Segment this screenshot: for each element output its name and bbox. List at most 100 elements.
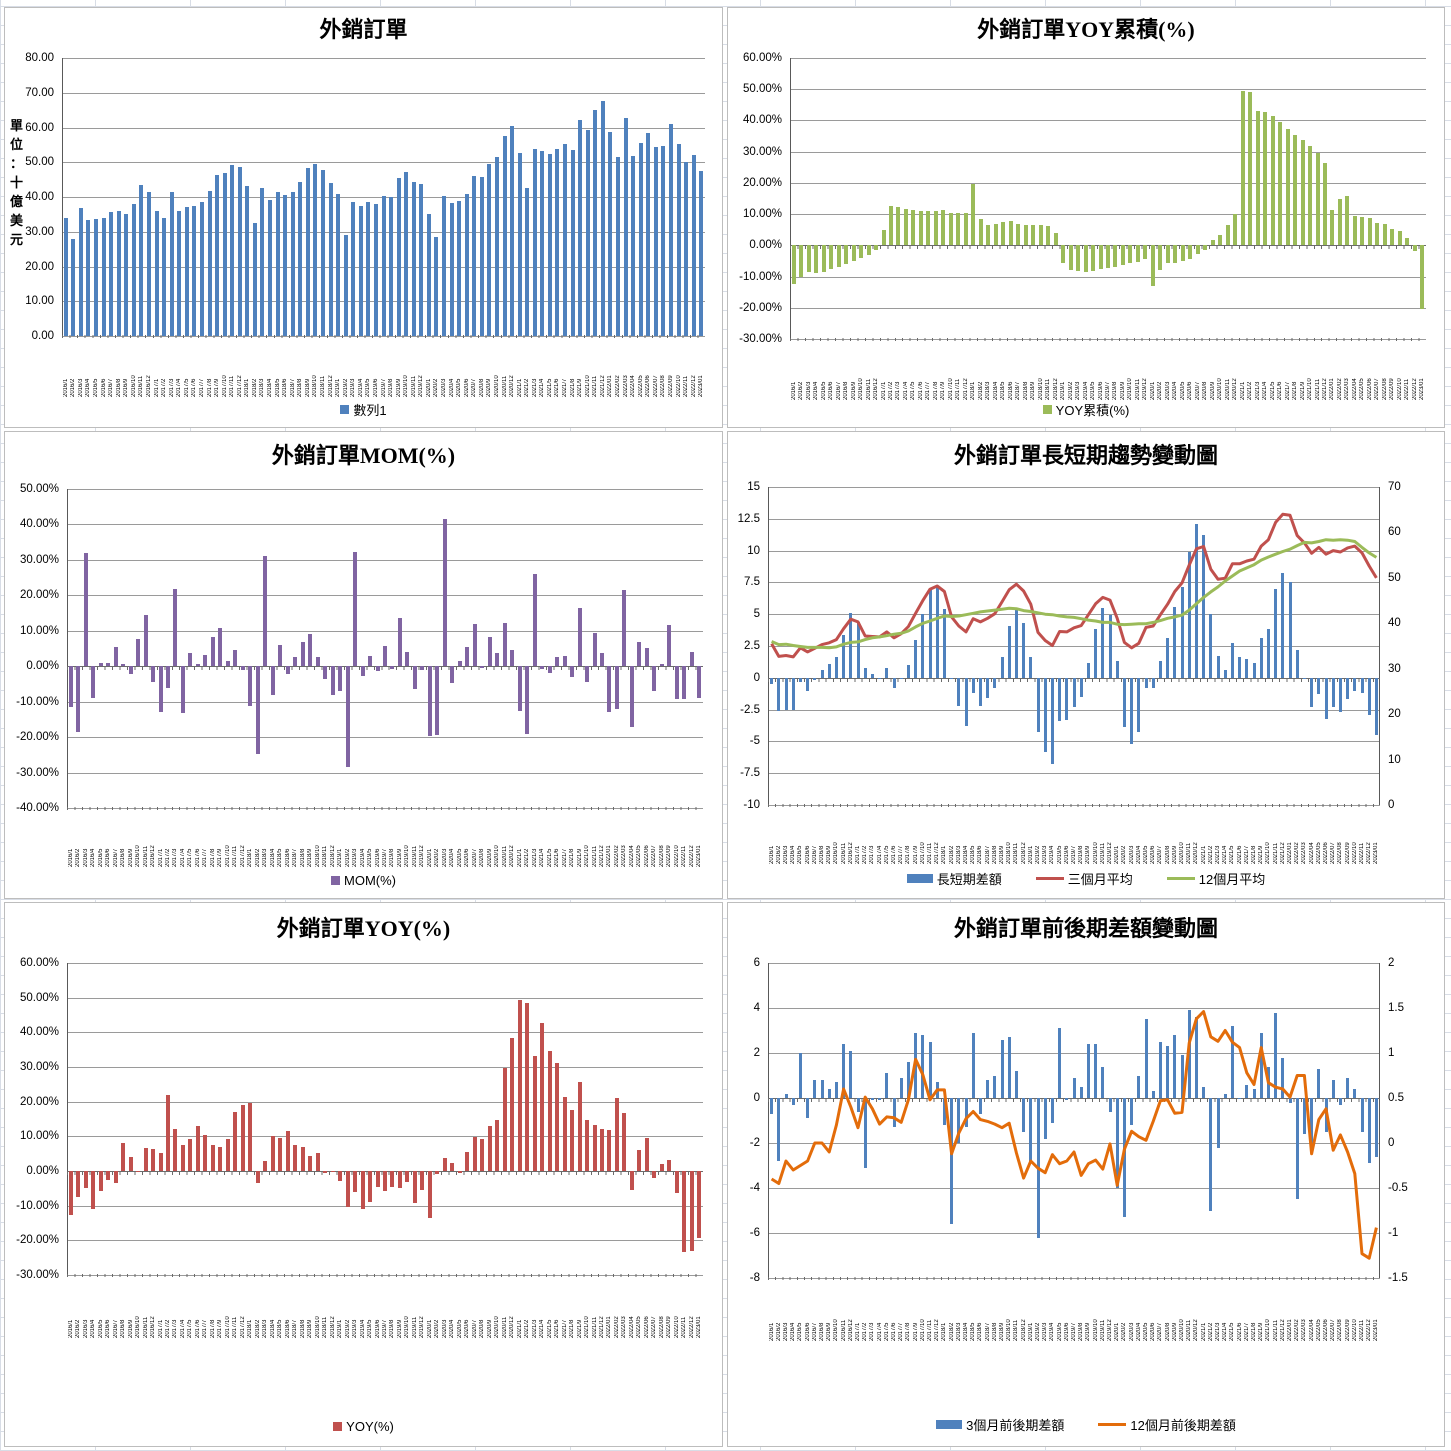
bar xyxy=(676,143,681,336)
bar xyxy=(599,1129,604,1171)
bar xyxy=(911,210,916,246)
bar xyxy=(495,652,500,667)
bar xyxy=(644,647,649,667)
x-axis-label: 2016/6 xyxy=(105,1319,112,1338)
category-ticks-bottom xyxy=(62,335,705,338)
x-axis-label: 2018/8 xyxy=(991,1322,998,1341)
x-axis-label: 2016/11 xyxy=(142,845,149,867)
bar xyxy=(1252,1089,1256,1098)
legend-label: 長短期差額 xyxy=(936,872,1002,887)
x-axis-label: 2017/5 xyxy=(910,381,917,400)
chart-mom[interactable]: 外銷訂單MOM(%) 50.00% 40.00% 30.00% 20.00% 10.00… xyxy=(4,431,723,899)
x-axis-label: 2020/4 xyxy=(1135,1322,1142,1341)
bar xyxy=(188,653,193,667)
bar xyxy=(263,1160,268,1171)
bar xyxy=(427,666,432,736)
x-axis-label: 2021/11 xyxy=(1314,378,1321,400)
bar xyxy=(1014,1071,1018,1098)
bar xyxy=(608,131,613,336)
x-axis-label: 2022/02 xyxy=(1294,1319,1301,1341)
bar xyxy=(1014,609,1018,678)
x-axis-label: 2020/6 xyxy=(464,848,471,867)
x-axis-label: 2018/2 xyxy=(254,1319,261,1338)
x-axis-label: 2019/9 xyxy=(396,1319,403,1338)
x-axis-label: 2023/01 xyxy=(696,1316,703,1338)
x-axis-label: 2020/8 xyxy=(1164,845,1171,864)
x-axis-label: 2021/7 xyxy=(1243,1322,1250,1341)
chart-export-orders[interactable]: 外銷訂單 單 位 ： 十 億 美 元 80.00 70.00 60.00 50.00 4… xyxy=(4,7,723,428)
chart-long-short-trend[interactable]: 外銷訂單長短期趨勢變動圖 15 12.5 10 7.5 5 2.5 0 -2.5 -5 -7.5 -… xyxy=(727,431,1445,899)
x-axis-label: 2018/1 xyxy=(941,1322,948,1341)
x-axis-label: 2019/6 xyxy=(374,848,381,867)
y-axis-right-tick-label: 70 xyxy=(1388,481,1401,493)
chart-period-diff[interactable]: 外銷訂單前後期差額變動圖 6 4 2 0 -2 -4 -6 -8 2 1.5 1 0.5 0 -0.5 -1… xyxy=(727,902,1445,1447)
x-axis-label: 2019/5 xyxy=(365,378,372,397)
chart-yoy-cumulative[interactable]: 外銷訂單YOY累積(%) 60.00% 50.00% 40.00% 30.00% 20.… xyxy=(727,7,1445,428)
category-ticks-bottom xyxy=(67,807,703,810)
bar xyxy=(353,552,358,667)
bar xyxy=(836,245,841,267)
bar xyxy=(799,245,804,277)
x-axis-label: 2019/8 xyxy=(1112,381,1119,400)
x-axis-label: 2016/1 xyxy=(768,845,775,864)
x-axis-label: 2016/6 xyxy=(105,848,112,867)
x-axis-label: 2020/7 xyxy=(471,378,478,397)
x-axis-label: 2022/08 xyxy=(658,845,665,867)
bar xyxy=(510,649,515,667)
x-axis-label: 2019/4 xyxy=(1082,381,1089,400)
x-axis-label: 2018/10 xyxy=(1037,378,1044,400)
x-axis-label: 2017/9 xyxy=(912,1322,919,1341)
bar xyxy=(851,245,856,261)
bar xyxy=(638,143,643,336)
x-axis-label: 2022/04 xyxy=(628,845,635,867)
bar xyxy=(1144,677,1148,688)
bar xyxy=(426,213,431,336)
x-axis-label: 2017/2 xyxy=(862,845,869,864)
bar xyxy=(1046,225,1051,246)
bar xyxy=(986,1080,990,1098)
bar xyxy=(106,1171,111,1180)
x-axis-label: 2018/4 xyxy=(963,845,969,864)
x-axis-label: 2021/4 xyxy=(539,848,546,867)
x-axis-label: 2020/5 xyxy=(1179,381,1186,400)
x-axis-label: 2017/8 xyxy=(206,378,213,397)
bar xyxy=(494,157,499,336)
x-axis-label: 2022/11 xyxy=(683,375,690,397)
legend-swatch xyxy=(906,874,933,883)
bar xyxy=(315,1153,320,1171)
gridline xyxy=(62,92,705,94)
x-axis-label: 2019/4 xyxy=(1049,1322,1056,1341)
x-axis-label: 2017/2 xyxy=(862,1322,869,1341)
x-axis-label: 2022/09 xyxy=(1344,1319,1351,1341)
x-axis-label: 2016/6 xyxy=(804,845,811,864)
bar xyxy=(237,167,242,336)
y-axis-tick-label: 40.00% xyxy=(19,518,59,531)
bar xyxy=(1324,677,1328,719)
bar xyxy=(465,1151,470,1171)
bar xyxy=(689,652,694,667)
bar xyxy=(668,124,673,336)
chart-title: 外銷訂單MOM(%) xyxy=(271,443,456,468)
category-ticks-bottom xyxy=(768,804,1380,807)
bar xyxy=(646,133,651,336)
bar xyxy=(419,183,424,336)
x-axis-label: 2020/3 xyxy=(441,378,448,397)
x-axis-label: 2021/7 xyxy=(561,1319,568,1338)
x-axis-label: 2017/1 xyxy=(157,848,164,867)
bar xyxy=(397,617,402,667)
x-axis-label: 2020/9 xyxy=(486,848,493,867)
x-axis-label: 2018/7 xyxy=(1015,381,1022,400)
y-axis-tick-label: 10.00% xyxy=(742,208,782,221)
legend-item: 12個月前後期差額 xyxy=(1098,1415,1236,1434)
bar xyxy=(1216,1098,1220,1148)
x-axis-label: 2022/12 xyxy=(688,1316,695,1338)
x-axis-label: 2017/7 xyxy=(898,845,905,864)
x-axis-label: 2020/9 xyxy=(1171,845,1178,864)
bar xyxy=(248,666,253,706)
bar xyxy=(585,666,590,683)
chart-yoy[interactable]: 外銷訂單YOY(%) 60.00% 50.00% 40.00% 30.00% 20.00… xyxy=(4,902,723,1447)
bar xyxy=(1072,1077,1076,1098)
x-axis-label: 2021/4 xyxy=(1222,845,1229,864)
bar xyxy=(1053,233,1058,246)
x-axis-label: 2017/7 xyxy=(898,1322,905,1341)
